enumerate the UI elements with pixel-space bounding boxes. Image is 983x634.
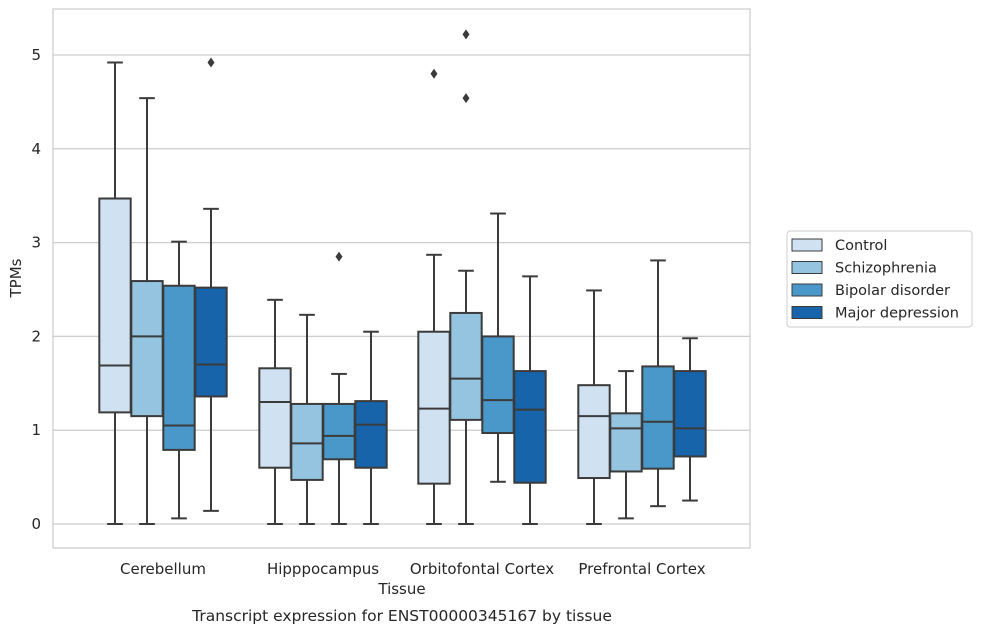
legend-label: Schizophrenia [835,261,937,277]
series-bipolar-disorder [162,212,675,525]
box-iqr [609,412,643,473]
box-element [609,370,643,520]
box-element [673,337,707,502]
x-tick-label: Cerebellum [120,560,206,578]
box-iqr [258,367,292,469]
y-axis-label: TPMs [7,258,25,298]
outlier-point [335,251,343,262]
box-iqr [162,284,196,451]
outlier-point [462,29,470,40]
y-tick-label: 5 [31,46,41,64]
box-groups [98,29,707,525]
box-element [130,97,164,525]
y-tick-label: 0 [31,515,41,533]
x-tick-label: Prefrontal Cortex [578,560,705,578]
y-tick-label: 2 [31,327,41,345]
legend-swatch [791,306,823,319]
outlier-point [207,57,215,68]
box-element [417,68,451,525]
series-major-depression [194,57,707,525]
box-iqr [194,286,228,398]
legend-label: Bipolar disorder [835,283,950,299]
box-element [194,57,228,512]
legend-swatch [791,238,823,252]
legend: Control Schizophrenia Bipolar disorder Majo… [786,230,973,328]
y-tick-label: 4 [31,140,41,158]
box-iqr [449,311,483,421]
box-element [258,298,292,525]
box-element [354,330,388,525]
axis-tick-labels: 0 1 2 3 4 5 Cerebellum Hipppocampus Orbitofontal… [31,46,705,578]
box-iqr [354,400,388,469]
box-iqr [513,370,547,484]
box-element [481,212,515,483]
box-iqr [98,197,132,414]
series-schizophrenia [130,29,643,525]
chart-caption: Transcript expression for ENST0000034516… [191,607,612,625]
x-axis-label: Tissue [377,580,425,598]
box-element [162,240,196,520]
outlier-point [462,93,470,104]
box-element [513,275,547,525]
box-element [290,313,324,525]
x-tick-label: Orbitofontal Cortex [410,560,554,578]
box-iqr [481,335,515,435]
box-iqr [673,370,707,458]
legend-swatch [791,283,823,297]
box-iqr [641,365,675,470]
legend-swatch [791,261,823,274]
box-iqr [322,402,356,461]
box-iqr [130,280,164,418]
x-tick-label: Hipppocampus [267,560,379,578]
outlier-point [430,68,438,79]
y-tick-label: 1 [31,421,41,439]
legend-label: Control [835,238,887,254]
box-iqr [290,402,324,481]
series-control [98,61,611,525]
plot-area-frame [52,8,751,549]
box-element [641,259,675,508]
box-element [322,251,356,525]
y-tick-label: 3 [31,234,41,252]
legend-frame [786,230,973,328]
box-element [98,61,132,525]
box-iqr [577,384,611,480]
legend-label: Major depression [835,306,959,322]
